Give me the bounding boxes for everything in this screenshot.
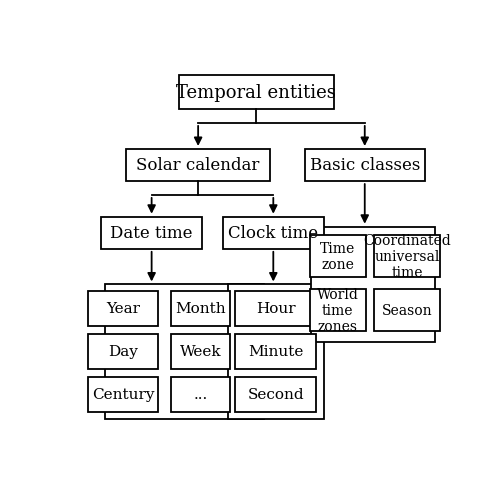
FancyBboxPatch shape [310,227,434,342]
FancyBboxPatch shape [88,378,158,412]
FancyBboxPatch shape [235,378,316,412]
FancyBboxPatch shape [235,291,316,326]
FancyBboxPatch shape [172,378,230,412]
Text: Week: Week [180,345,222,359]
FancyBboxPatch shape [374,235,440,277]
FancyBboxPatch shape [101,217,202,249]
FancyBboxPatch shape [172,291,230,326]
FancyBboxPatch shape [235,334,316,369]
Text: Clock time: Clock time [228,225,318,242]
FancyBboxPatch shape [179,76,334,110]
FancyBboxPatch shape [223,217,324,249]
Text: Time
zone: Time zone [320,241,355,272]
FancyBboxPatch shape [304,150,425,182]
FancyBboxPatch shape [310,289,366,331]
FancyBboxPatch shape [172,334,230,369]
Text: World
time
zones: World time zones [316,287,358,333]
Text: Season: Season [382,303,432,317]
FancyBboxPatch shape [310,235,366,277]
FancyBboxPatch shape [105,285,264,419]
FancyBboxPatch shape [228,285,324,419]
Text: Century: Century [92,388,154,402]
FancyBboxPatch shape [88,291,158,326]
FancyBboxPatch shape [88,334,158,369]
Text: Year: Year [106,302,140,316]
Text: Day: Day [108,345,138,359]
Text: Basic classes: Basic classes [310,157,420,174]
Text: Hour: Hour [256,302,296,316]
FancyBboxPatch shape [374,289,440,331]
Text: Temporal entities: Temporal entities [176,84,336,102]
Text: Solar calendar: Solar calendar [136,157,260,174]
Text: Coordinated
universal
time: Coordinated universal time [364,233,451,279]
Text: Date time: Date time [110,225,193,242]
Text: Month: Month [175,302,226,316]
Text: ...: ... [194,388,207,402]
FancyBboxPatch shape [126,150,270,182]
Text: Minute: Minute [248,345,304,359]
Text: Second: Second [248,388,304,402]
